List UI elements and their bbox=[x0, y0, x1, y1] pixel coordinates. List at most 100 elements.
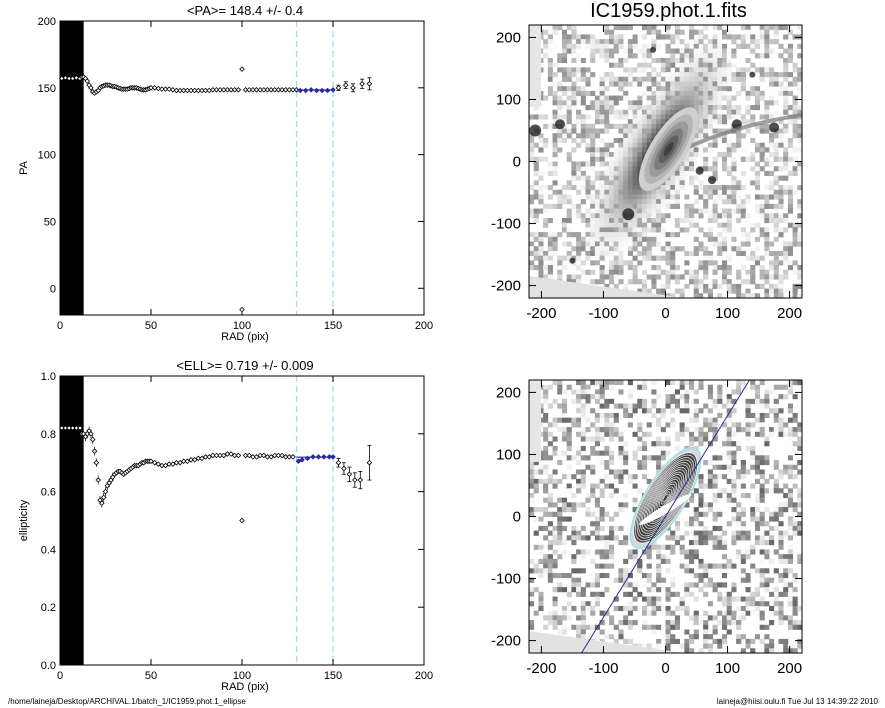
image-pixel bbox=[792, 241, 798, 247]
image-pixel bbox=[623, 620, 629, 626]
image-pixel bbox=[566, 474, 572, 480]
image-pixel bbox=[632, 558, 638, 564]
image-pixel bbox=[561, 450, 568, 456]
image-pixel bbox=[736, 133, 742, 139]
image-pixel bbox=[797, 185, 802, 191]
image-pixel bbox=[787, 57, 793, 64]
image-pixel bbox=[721, 43, 728, 49]
image-pixel bbox=[778, 213, 784, 219]
image-pixel bbox=[580, 469, 586, 475]
image-pixel bbox=[726, 563, 732, 569]
image-pixel bbox=[769, 535, 775, 541]
image-pixel bbox=[599, 250, 605, 257]
data-point bbox=[177, 459, 183, 466]
image-pixel bbox=[674, 389, 681, 395]
image-pixel bbox=[783, 123, 789, 129]
image-pixel bbox=[773, 222, 779, 228]
image-pixel bbox=[769, 137, 775, 144]
image-pixel bbox=[613, 605, 619, 612]
image-pixel bbox=[689, 250, 695, 257]
image-pixel bbox=[529, 236, 535, 242]
star bbox=[769, 122, 780, 133]
image-pixel bbox=[787, 185, 793, 191]
image-pixel bbox=[604, 194, 610, 200]
image-pixel bbox=[759, 450, 765, 456]
image-pixel bbox=[693, 417, 699, 423]
image-pixel bbox=[721, 274, 728, 280]
image-pixel bbox=[576, 408, 582, 414]
image-pixel bbox=[538, 478, 544, 484]
image-pixel bbox=[787, 48, 793, 54]
image-pixel bbox=[759, 431, 765, 437]
image-pixel bbox=[778, 521, 784, 527]
image-pixel bbox=[604, 175, 610, 181]
image-pixel bbox=[665, 394, 671, 400]
image-pixel bbox=[764, 67, 770, 73]
image-pixel bbox=[674, 34, 681, 40]
image-pixel bbox=[632, 403, 638, 409]
image-pixel bbox=[745, 156, 751, 162]
image-pixel bbox=[740, 535, 746, 541]
image-pixel bbox=[712, 474, 718, 480]
image-pixel bbox=[547, 455, 553, 461]
image-pixel bbox=[580, 568, 586, 574]
image-pixel bbox=[721, 246, 728, 252]
image-pixel bbox=[778, 554, 784, 560]
image-pixel bbox=[547, 554, 553, 560]
image-pixel bbox=[651, 199, 657, 205]
image-pixel bbox=[740, 265, 746, 271]
image-pixel bbox=[712, 48, 718, 54]
image-pixel bbox=[721, 563, 728, 569]
image-pixel bbox=[566, 100, 572, 106]
image-pixel bbox=[665, 610, 671, 616]
image-pixel bbox=[566, 241, 572, 247]
image-pixel bbox=[783, 175, 789, 181]
image-pixel bbox=[674, 638, 681, 644]
fit-data-point bbox=[330, 87, 336, 93]
image-pixel bbox=[731, 199, 737, 205]
image-pixel bbox=[750, 450, 756, 456]
image-pixel bbox=[717, 114, 723, 120]
image-pixel bbox=[750, 464, 756, 470]
image-pixel bbox=[684, 250, 690, 257]
image-pixel bbox=[726, 288, 732, 294]
image-pixel bbox=[797, 265, 802, 271]
image-pixel bbox=[571, 90, 577, 97]
image-pixel bbox=[787, 502, 793, 508]
image-pixel bbox=[783, 615, 789, 621]
image-pixel bbox=[731, 535, 737, 541]
image-pixel bbox=[769, 431, 775, 437]
image-pixel bbox=[543, 208, 549, 214]
image-pixel bbox=[580, 100, 586, 106]
image-pixel bbox=[670, 394, 676, 400]
data-point bbox=[250, 454, 256, 460]
image-pixel bbox=[637, 208, 643, 214]
image-pixel bbox=[651, 43, 657, 49]
image-pixel bbox=[561, 43, 568, 49]
image-pixel bbox=[618, 265, 624, 271]
image-pixel bbox=[665, 554, 671, 560]
image-pixel bbox=[707, 288, 713, 294]
image-pixel bbox=[773, 213, 779, 219]
image-pixel bbox=[641, 222, 648, 228]
image-pixel bbox=[627, 568, 633, 574]
image-pixel bbox=[585, 67, 591, 73]
data-point bbox=[148, 458, 154, 465]
image-pixel bbox=[656, 123, 662, 129]
image-pixel bbox=[580, 67, 586, 73]
image-pixel bbox=[797, 269, 802, 275]
image-pixel bbox=[613, 208, 619, 214]
image-pixel bbox=[712, 525, 718, 532]
image-pixel bbox=[632, 222, 638, 228]
image-pixel bbox=[731, 478, 737, 484]
image-pixel bbox=[773, 288, 779, 294]
image-pixel bbox=[529, 601, 535, 607]
image-pixel bbox=[533, 507, 539, 513]
image-pixel bbox=[745, 422, 751, 428]
image-pixel bbox=[561, 222, 568, 228]
image-pixel bbox=[754, 175, 761, 181]
image-pixel bbox=[689, 67, 695, 73]
image-pixel bbox=[745, 427, 751, 433]
image-pixel bbox=[679, 293, 685, 298]
image-pixel bbox=[594, 502, 601, 508]
